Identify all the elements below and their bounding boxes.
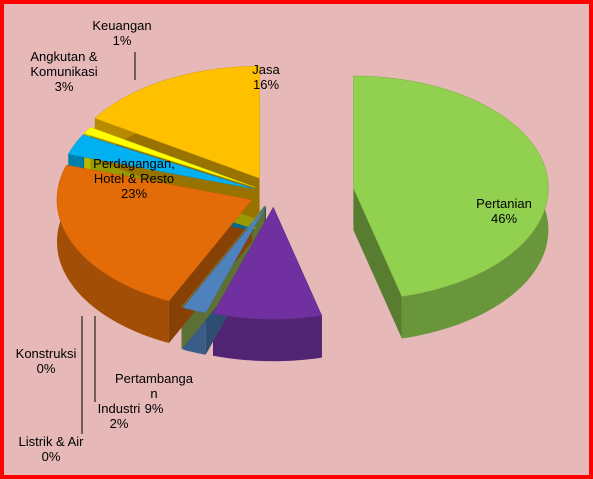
pie-canvas xyxy=(56,52,549,434)
pie-slice xyxy=(181,205,265,308)
category-label: Angkutan & Komunikasi xyxy=(30,49,98,79)
slice-label: Industri 2% xyxy=(98,401,141,431)
value-label: 46% xyxy=(490,211,518,226)
value-label: 3% xyxy=(54,79,74,94)
slice-label: Pertambanga n 9% xyxy=(115,371,193,416)
value-label: 23% xyxy=(120,186,148,201)
value-label: 0% xyxy=(36,361,56,376)
slice-wall xyxy=(353,187,402,339)
value-label: 2% xyxy=(109,416,129,431)
pie-slice xyxy=(353,75,549,297)
slice-label: Angkutan & Komunikasi 3% xyxy=(30,49,97,94)
slice-label: Konstruksi 0% xyxy=(16,346,77,376)
category-label: Industri xyxy=(97,401,141,416)
slice-label: Perdagangan, Hotel & Resto 23% xyxy=(93,156,175,201)
category-label: Konstruksi xyxy=(15,346,77,361)
pie-slice xyxy=(56,164,253,302)
category-label: Perdagangan, Hotel & Resto xyxy=(93,156,175,186)
value-label: 0% xyxy=(41,449,61,464)
pie-slice xyxy=(182,206,267,314)
category-label: Keuangan xyxy=(92,18,152,33)
slice-label: Pertanian 46% xyxy=(476,196,532,226)
value-label: 1% xyxy=(112,33,132,48)
category-label: Jasa xyxy=(252,62,280,77)
value-label: 9% xyxy=(144,401,164,416)
pie-slice xyxy=(212,206,323,320)
slice-side xyxy=(213,313,322,362)
slice-label: Jasa 16% xyxy=(252,62,279,92)
slice-side xyxy=(56,165,169,344)
value-label: 16% xyxy=(252,77,280,92)
category-label: Listrik & Air xyxy=(18,434,84,449)
slice-label: Keuangan 1% xyxy=(92,18,151,48)
category-label: Pertambanga n xyxy=(114,371,194,401)
pie-slice xyxy=(67,134,254,190)
pie-slice xyxy=(83,126,256,188)
slice-label: Listrik & Air 0% xyxy=(18,434,83,464)
category-label: Pertanian xyxy=(476,196,532,211)
pie-slice xyxy=(94,65,260,179)
